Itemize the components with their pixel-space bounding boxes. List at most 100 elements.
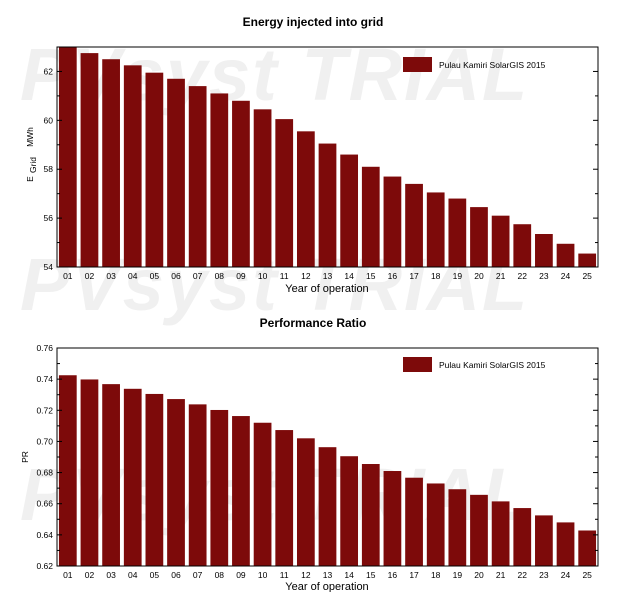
pr-y-tick-label: 0.68: [36, 468, 53, 478]
pr-chart-title: Performance Ratio: [260, 316, 367, 330]
pr-x-tick-25: 25: [582, 570, 592, 580]
pr-bar-02: [80, 379, 99, 566]
pr-chart-xlabel: Year of operation: [285, 581, 368, 592]
pr-x-tick-02: 02: [85, 570, 95, 580]
energy-bar-19: [448, 198, 467, 267]
pr-x-tick-09: 09: [236, 570, 246, 580]
pr-x-tick-07: 07: [193, 570, 203, 580]
energy-bar-25: [578, 253, 597, 267]
pr-chart-bars: [58, 375, 597, 566]
energy-chart-x-axis: 01 02 03 04 05 06 07 08 09 10 11 12 13 14 15 16 17 18 19 20…: [63, 271, 592, 281]
energy-bar-04: [123, 65, 142, 267]
energy-y-tick-label: 60: [44, 115, 54, 125]
pr-y-tick-label: 0.70: [36, 436, 53, 446]
energy-chart-ylabel: E Grid MWh: [25, 127, 38, 182]
energy-chart-y-axis: 54 56 58 60 62: [44, 66, 598, 272]
energy-chart-legend-label: Pulau Kamiri SolarGIS 2015: [439, 60, 546, 70]
energy-bar-16: [383, 176, 402, 267]
energy-bar-09: [232, 100, 250, 267]
energy-x-tick-19: 19: [453, 271, 463, 281]
pr-bar-09: [232, 416, 250, 566]
pr-chart: Performance Ratio 0.620.640.660.680.700.…: [20, 316, 599, 592]
pr-y-tick-label: 0.72: [36, 405, 53, 415]
pr-bar-25: [578, 530, 597, 566]
energy-x-tick-22: 22: [518, 271, 528, 281]
pr-chart-ylabel-main: PR: [20, 451, 30, 463]
pr-x-tick-14: 14: [344, 570, 354, 580]
energy-x-tick-09: 09: [236, 271, 246, 281]
energy-x-tick-05: 05: [150, 271, 160, 281]
pr-x-tick-16: 16: [388, 570, 398, 580]
energy-x-tick-24: 24: [561, 271, 571, 281]
energy-bar-03: [102, 59, 120, 267]
energy-chart-ylabel-sub: Grid: [28, 157, 38, 173]
energy-chart-bars: [58, 47, 597, 267]
energy-x-tick-01: 01: [63, 271, 73, 281]
pr-x-tick-20: 20: [474, 570, 484, 580]
pr-x-tick-04: 04: [128, 570, 138, 580]
energy-x-tick-04: 04: [128, 271, 138, 281]
pr-chart-y-axis: 0.62 0.64 0.66 0.68 0.70 0.72 0.74 0.76: [36, 343, 598, 571]
energy-bar-13: [318, 143, 337, 267]
pr-chart-x-axis: 01 02 03 04 05 06 07 08 09 10 11 12 13 14 15 16 17 18 19 20…: [63, 570, 592, 580]
pr-bar-10: [253, 422, 272, 566]
pr-x-tick-17: 17: [409, 570, 419, 580]
energy-chart-title: Energy injected into grid: [243, 15, 384, 29]
pr-bar-17: [405, 477, 423, 566]
energy-x-tick-10: 10: [258, 271, 268, 281]
energy-bar-01: [58, 47, 77, 267]
energy-x-tick-03: 03: [106, 271, 116, 281]
pr-bar-21: [491, 501, 510, 566]
energy-y-tick-label: 58: [44, 164, 54, 174]
energy-chart-legend: Pulau Kamiri SolarGIS 2015: [403, 57, 546, 72]
energy-chart-ylabel-main: E: [25, 176, 35, 182]
pr-x-tick-11: 11: [280, 570, 289, 580]
pr-x-tick-01: 01: [63, 570, 73, 580]
energy-bar-06: [167, 78, 185, 267]
energy-x-tick-12: 12: [301, 271, 311, 281]
energy-x-tick-02: 02: [85, 271, 95, 281]
pr-bar-07: [188, 404, 207, 566]
pr-chart-legend: Pulau Kamiri SolarGIS 2015: [403, 357, 546, 372]
energy-x-tick-07: 07: [193, 271, 203, 281]
pr-y-tick-label: 0.76: [36, 343, 53, 353]
energy-x-tick-08: 08: [215, 271, 225, 281]
pr-bar-11: [275, 430, 294, 566]
energy-y-tick-label: 54: [44, 262, 54, 272]
energy-bar-14: [340, 154, 359, 267]
pr-x-tick-22: 22: [518, 570, 528, 580]
energy-bar-02: [80, 53, 99, 267]
energy-y-tick-label: 62: [44, 66, 54, 76]
energy-chart-xlabel: Year of operation: [285, 283, 368, 295]
pr-bar-24: [556, 522, 575, 566]
pr-bar-01: [58, 375, 77, 566]
pr-x-tick-06: 06: [171, 570, 181, 580]
pr-bar-05: [145, 393, 164, 566]
pr-x-tick-23: 23: [539, 570, 549, 580]
pr-bar-19: [448, 489, 467, 566]
energy-bar-05: [145, 72, 164, 267]
energy-bar-11: [275, 119, 294, 267]
energy-x-tick-11: 11: [280, 271, 289, 281]
energy-x-tick-06: 06: [171, 271, 181, 281]
pr-x-tick-03: 03: [106, 570, 116, 580]
energy-x-tick-21: 21: [496, 271, 506, 281]
energy-x-tick-15: 15: [366, 271, 376, 281]
energy-x-tick-23: 23: [539, 271, 549, 281]
energy-bar-12: [296, 131, 315, 267]
energy-x-tick-18: 18: [431, 271, 441, 281]
pr-bar-04: [123, 388, 142, 566]
pr-bar-22: [513, 508, 532, 566]
pr-y-tick-label: 0.74: [36, 374, 53, 384]
pr-bar-16: [383, 471, 402, 566]
pr-chart-legend-label: Pulau Kamiri SolarGIS 2015: [439, 360, 546, 370]
pr-bar-23: [535, 515, 553, 566]
pr-x-tick-15: 15: [366, 570, 376, 580]
pr-bar-18: [426, 483, 445, 566]
energy-x-tick-16: 16: [388, 271, 398, 281]
pr-bar-12: [296, 438, 315, 566]
pr-bar-06: [167, 399, 185, 566]
energy-bar-17: [405, 183, 423, 267]
pr-y-tick-label: 0.64: [36, 530, 53, 540]
